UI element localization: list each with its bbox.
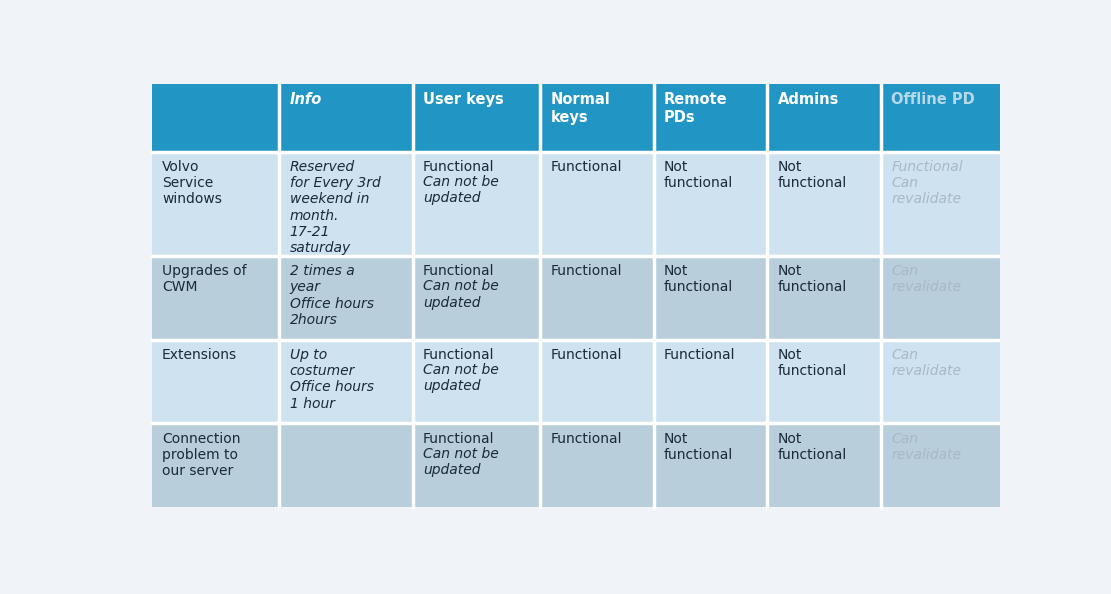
Text: Not
functional: Not functional xyxy=(664,160,733,190)
Bar xyxy=(768,256,881,340)
Text: Reserved
for Every 3rd
weekend in
month.
17-21
saturday: Reserved for Every 3rd weekend in month.… xyxy=(290,160,380,255)
Bar xyxy=(152,424,279,507)
Text: Functional: Functional xyxy=(550,348,622,362)
Bar xyxy=(279,424,412,507)
Text: Can not be
updated: Can not be updated xyxy=(423,447,499,477)
Bar xyxy=(279,256,412,340)
Bar xyxy=(881,340,1009,424)
Text: Up to
costumer
Office hours
1 hour: Up to costumer Office hours 1 hour xyxy=(290,348,373,410)
Bar xyxy=(881,84,1009,152)
Text: Can
revalidate: Can revalidate xyxy=(891,264,961,295)
Text: Functional: Functional xyxy=(423,432,494,446)
Bar xyxy=(279,152,412,256)
Bar xyxy=(152,340,279,424)
Bar xyxy=(768,84,881,152)
Bar xyxy=(540,84,653,152)
Bar xyxy=(653,152,768,256)
Bar xyxy=(412,340,540,424)
Text: Admins: Admins xyxy=(778,92,839,108)
Bar xyxy=(412,152,540,256)
Text: Not
functional: Not functional xyxy=(778,264,847,295)
Bar xyxy=(768,152,881,256)
Bar xyxy=(540,152,653,256)
Text: Functional
Can
revalidate: Functional Can revalidate xyxy=(891,160,963,206)
Text: Upgrades of
CWM: Upgrades of CWM xyxy=(162,264,247,295)
Text: Volvo
Service
windows: Volvo Service windows xyxy=(162,160,222,206)
Text: Can
revalidate: Can revalidate xyxy=(891,432,961,462)
Text: Functional: Functional xyxy=(550,432,622,446)
Bar xyxy=(768,424,881,507)
Bar xyxy=(540,256,653,340)
Text: Can not be
updated: Can not be updated xyxy=(423,175,499,206)
Bar xyxy=(881,152,1009,256)
Text: Not
functional: Not functional xyxy=(778,348,847,378)
Text: Connection
problem to
our server: Connection problem to our server xyxy=(162,432,241,478)
Text: Functional: Functional xyxy=(423,348,494,362)
Text: Functional: Functional xyxy=(550,264,622,279)
Text: Not
functional: Not functional xyxy=(778,160,847,190)
Text: Functional: Functional xyxy=(423,264,494,279)
Bar xyxy=(412,424,540,507)
Text: Functional: Functional xyxy=(423,160,494,174)
Bar xyxy=(653,424,768,507)
Bar xyxy=(279,340,412,424)
Text: Info: Info xyxy=(290,92,322,108)
Text: Offline PD: Offline PD xyxy=(891,92,975,108)
Bar xyxy=(152,84,279,152)
Text: Normal
keys: Normal keys xyxy=(550,92,610,125)
Bar xyxy=(152,152,279,256)
Bar xyxy=(152,256,279,340)
Text: User keys: User keys xyxy=(423,92,503,108)
Bar xyxy=(653,84,768,152)
Text: Can
revalidate: Can revalidate xyxy=(891,348,961,378)
Bar xyxy=(279,84,412,152)
Text: Extensions: Extensions xyxy=(162,348,238,362)
Text: Functional: Functional xyxy=(550,160,622,174)
Bar xyxy=(540,340,653,424)
Text: Functional: Functional xyxy=(664,348,735,362)
Text: Can not be
updated: Can not be updated xyxy=(423,363,499,393)
Bar xyxy=(412,256,540,340)
Bar xyxy=(653,340,768,424)
Bar xyxy=(881,256,1009,340)
Bar xyxy=(412,84,540,152)
Text: Can not be
updated: Can not be updated xyxy=(423,279,499,309)
Bar xyxy=(540,424,653,507)
Text: Remote
PDs: Remote PDs xyxy=(664,92,728,125)
Text: 2 times a
year
Office hours
2hours: 2 times a year Office hours 2hours xyxy=(290,264,373,327)
Text: Not
functional: Not functional xyxy=(664,432,733,462)
Text: Not
functional: Not functional xyxy=(778,432,847,462)
Text: Not
functional: Not functional xyxy=(664,264,733,295)
Bar xyxy=(768,340,881,424)
Bar xyxy=(881,424,1009,507)
Bar xyxy=(653,256,768,340)
